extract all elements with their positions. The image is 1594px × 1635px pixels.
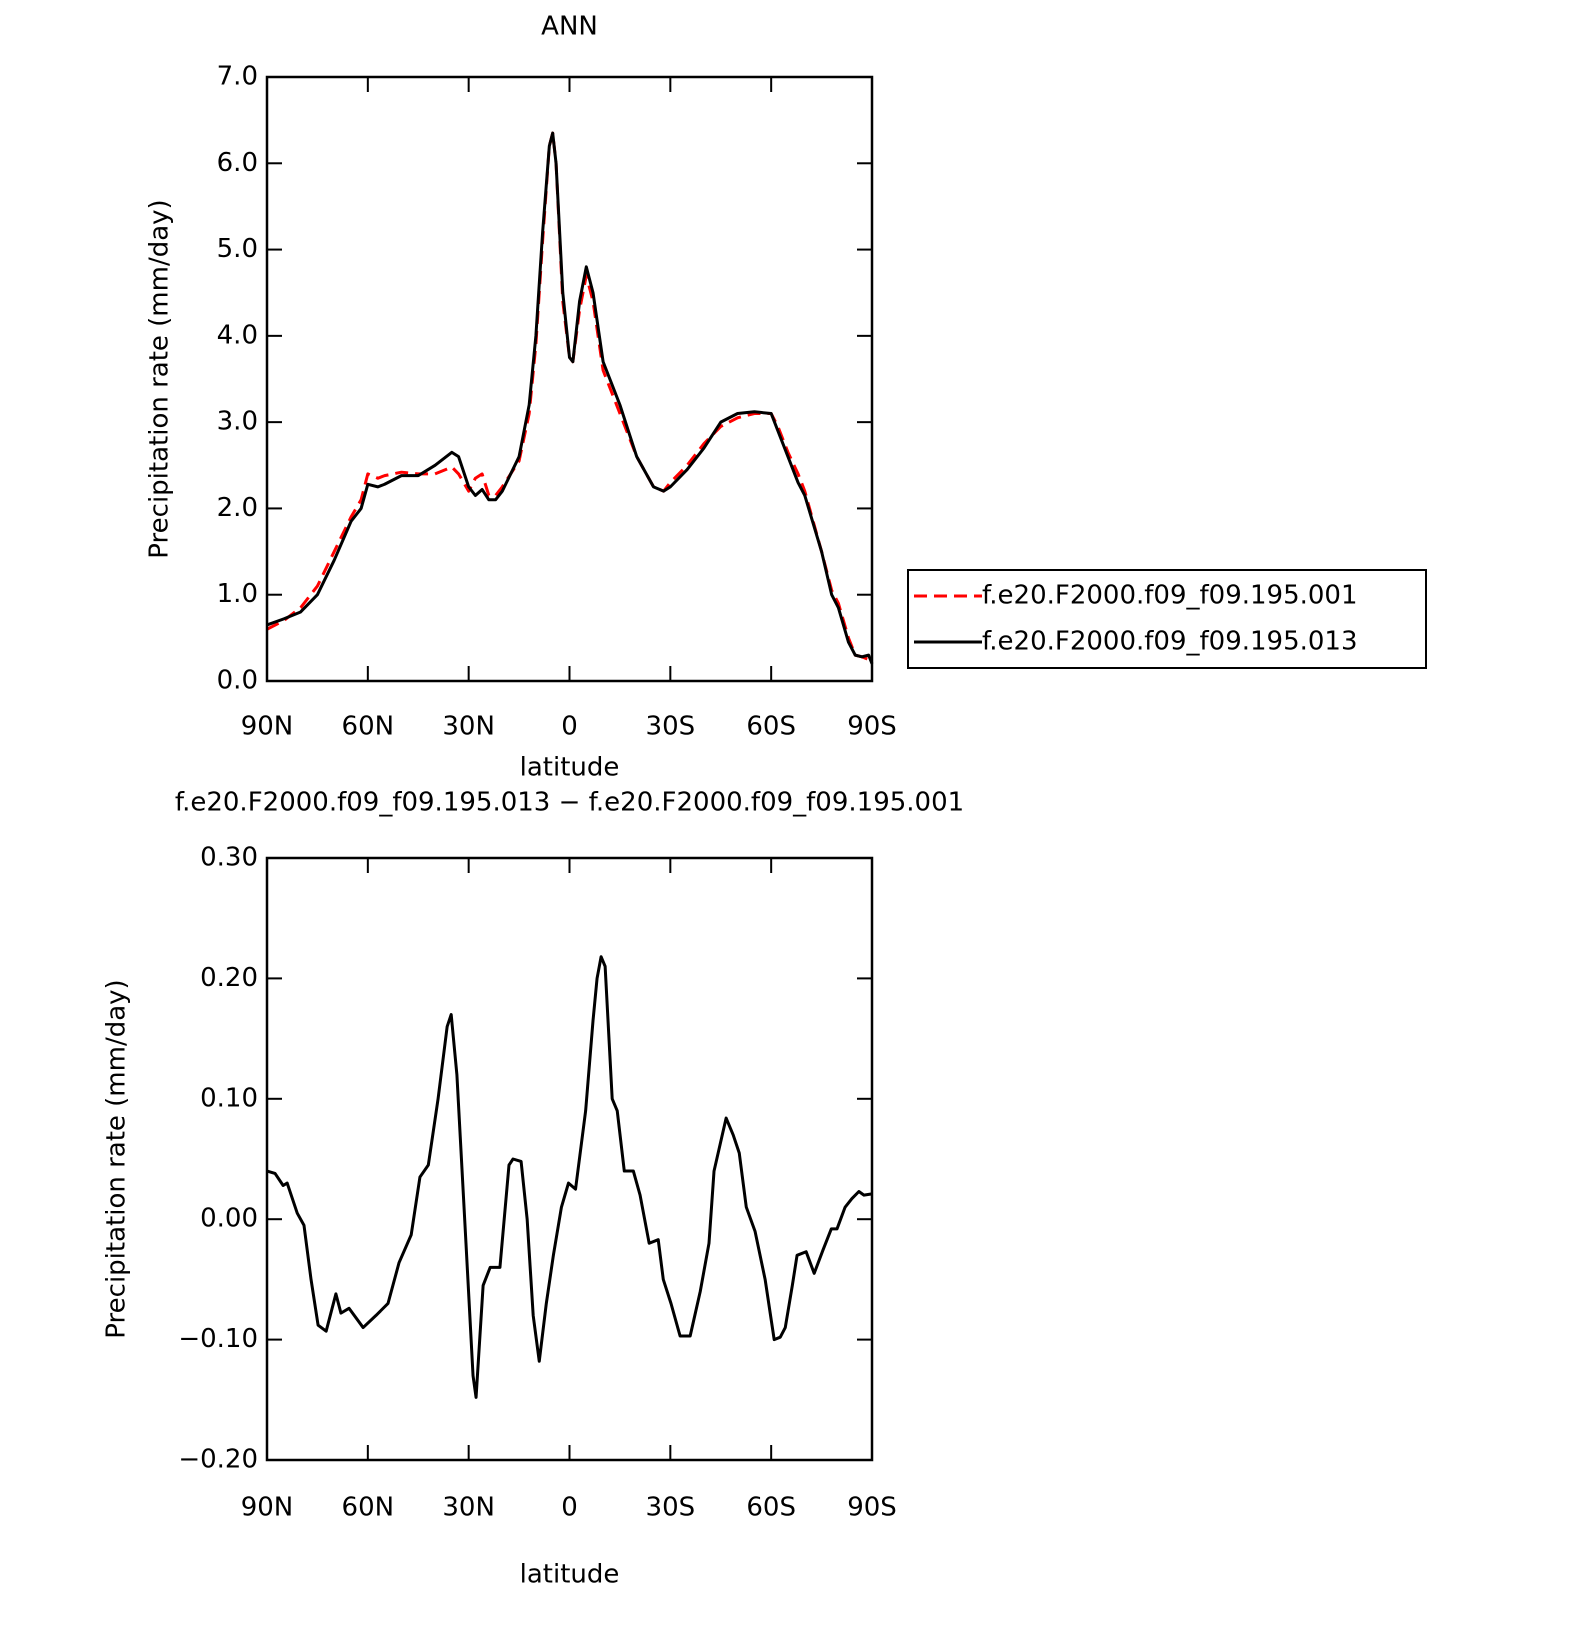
x-axis-label: latitude [520,753,620,783]
x-tick-label: 90S [847,1493,897,1523]
y-tick-label: −0.10 [178,1324,258,1354]
y-tick-label: 2.0 [217,493,258,523]
y-axis-label: Precipitation rate (mm/day) [102,979,132,1338]
y-tick-label: 1.0 [217,579,258,609]
y-tick-label: 0.00 [200,1204,258,1234]
x-tick-label: 90N [241,712,294,742]
chart-title: f.e20.F2000.f09_f09.195.013 − f.e20.F200… [175,788,964,818]
y-tick-label: 0.10 [200,1083,258,1113]
plot-frame [265,856,874,1462]
x-tick-label: 90S [847,712,897,742]
data-line [266,131,874,665]
y-tick-label: −0.20 [178,1445,258,1475]
x-tick-label: 60N [342,1493,395,1523]
x-tick-label: 30N [442,1493,495,1523]
chart-title: ANN [541,12,598,42]
x-tick-label: 0 [561,712,578,742]
legend-box [907,569,1427,669]
x-tick-label: 30S [646,1493,696,1523]
y-tick-label: 5.0 [217,234,258,264]
plot-frame [265,75,874,683]
data-line [266,955,873,1399]
x-tick-label: 60S [746,712,796,742]
x-tick-label: 0 [561,1493,578,1523]
legend-label: f.e20.F2000.f09_f09.195.013 [982,627,1358,657]
x-axis-label: latitude [520,1560,620,1590]
y-tick-label: 7.0 [217,62,258,92]
y-tick-label: 0.20 [200,963,258,993]
x-tick-label: 90N [241,1493,294,1523]
x-tick-label: 30N [442,712,495,742]
data-line [266,131,874,665]
y-tick-label: 0.0 [217,666,258,696]
y-tick-label: 3.0 [217,407,258,437]
y-tick-label: 4.0 [217,320,258,350]
y-axis-label: Precipitation rate (mm/day) [145,199,175,558]
x-tick-label: 60S [746,1493,796,1523]
y-tick-label: 0.30 [200,843,258,873]
x-tick-label: 60N [342,712,395,742]
legend-label: f.e20.F2000.f09_f09.195.001 [982,581,1358,611]
y-tick-label: 6.0 [217,148,258,178]
x-tick-label: 30S [646,712,696,742]
